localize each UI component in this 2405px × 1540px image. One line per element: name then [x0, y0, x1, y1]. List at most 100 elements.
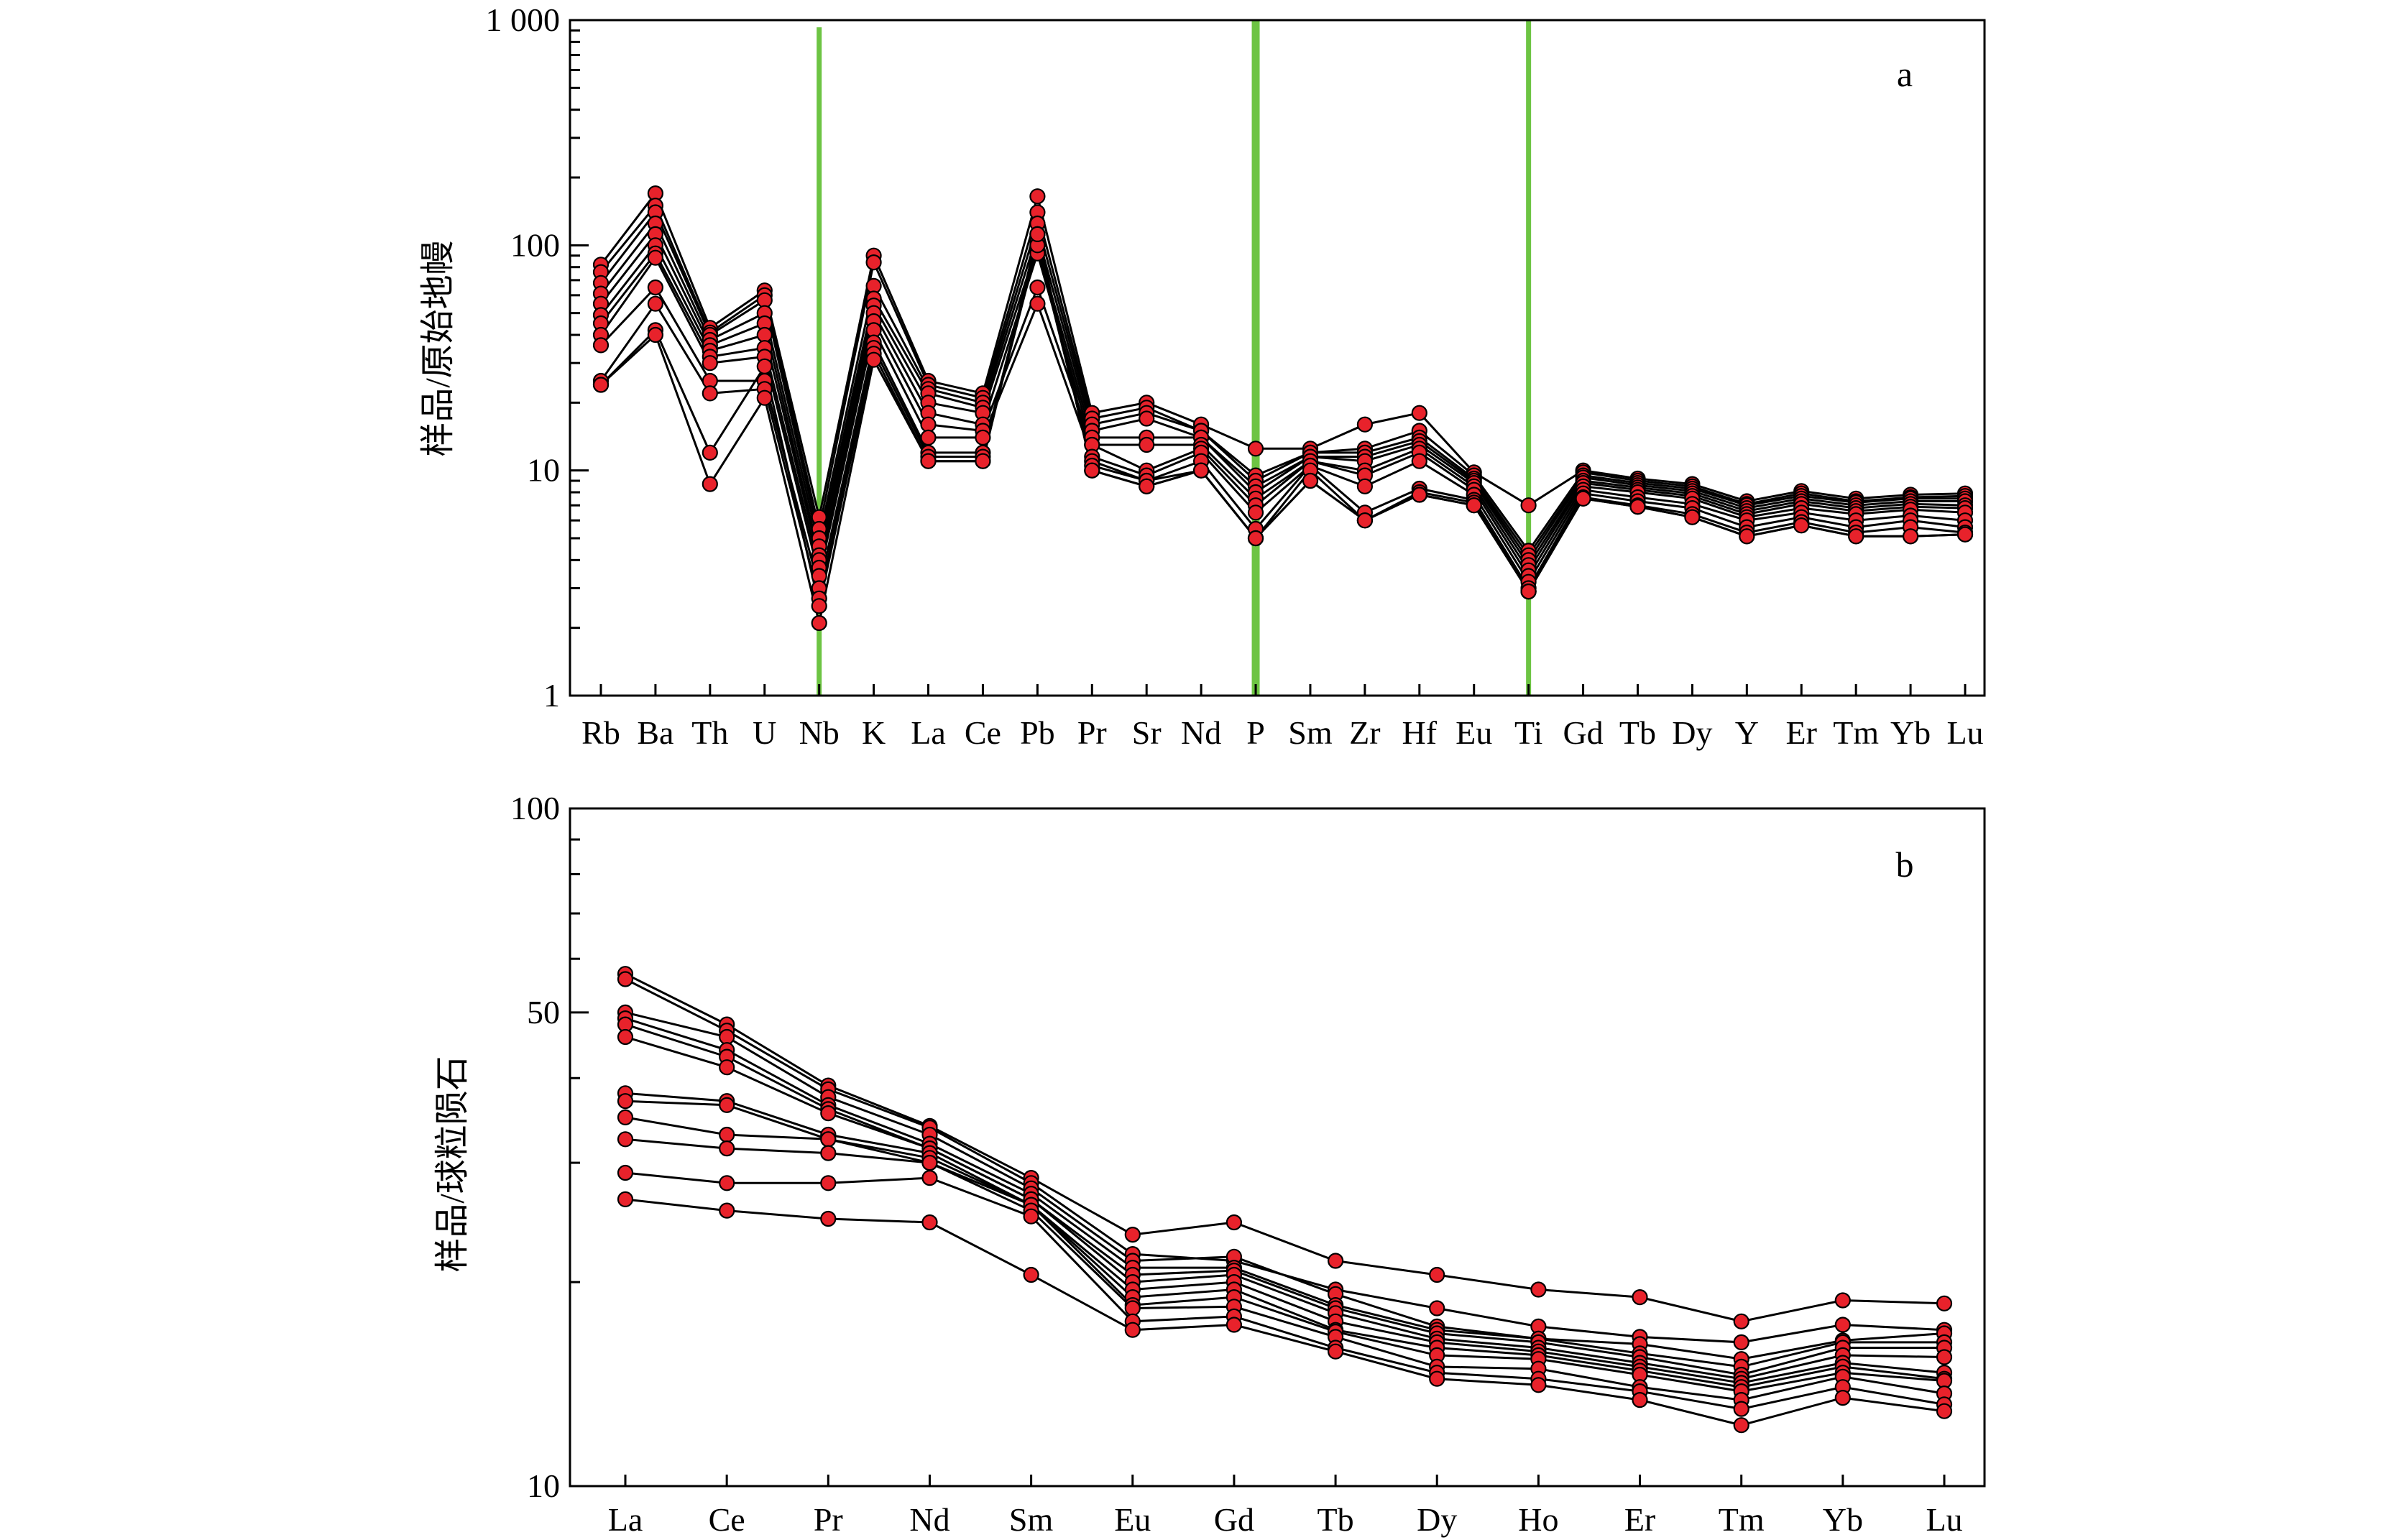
x-tick-label-tb: Tb — [1619, 714, 1656, 751]
data-point — [1834, 1317, 1851, 1333]
x-tick-label-ce: Ce — [709, 1501, 745, 1538]
data-point — [1029, 279, 1046, 296]
x-tick-label-ce: Ce — [965, 714, 1001, 751]
data-point — [647, 249, 664, 266]
data-point — [719, 1202, 735, 1219]
data-point — [1192, 462, 1210, 479]
data-point — [1356, 478, 1374, 494]
data-point — [1302, 472, 1319, 489]
series-line — [625, 1198, 1945, 1426]
x-tick-label-pr: Pr — [814, 1501, 843, 1538]
y-tick-label: 100 — [510, 790, 560, 826]
data-point — [1327, 1343, 1344, 1360]
data-point — [1247, 530, 1264, 547]
data-point — [1429, 1370, 1445, 1387]
series-line — [625, 1116, 1945, 1393]
x-tick-label-gd: Gd — [1563, 714, 1603, 751]
data-point — [921, 1214, 938, 1231]
data-point — [1029, 295, 1046, 312]
data-point — [756, 389, 773, 406]
data-point — [702, 355, 718, 372]
panel-b-x-axis: La Ce Pr Nd Sm Eu Gd Tb Dy Ho Er Tm Yb Lu — [608, 1475, 1963, 1538]
series-line — [599, 232, 1966, 568]
data-point — [1903, 528, 1919, 545]
panel-b-series — [617, 966, 1953, 1434]
data-point — [1632, 1391, 1648, 1408]
x-tick-label-p: P — [1246, 714, 1265, 751]
x-tick-label-gd: Gd — [1214, 1501, 1254, 1538]
series-line — [599, 203, 1966, 553]
data-point — [647, 326, 664, 343]
x-tick-label-ba: Ba — [637, 714, 673, 751]
series-line — [599, 210, 1965, 558]
y-tick-label: 10 — [527, 452, 560, 489]
data-point — [975, 429, 991, 446]
x-tick-label-k: K — [862, 714, 886, 751]
panel-a-highlight-lines — [817, 20, 1532, 696]
data-point — [1327, 1253, 1344, 1269]
data-point — [1023, 1266, 1039, 1283]
panel-a-y-axis: 1 10 100 1 000 — [486, 1, 589, 714]
data-point — [811, 614, 827, 632]
x-tick-label-sm: Sm — [1288, 714, 1333, 751]
data-point — [1139, 478, 1155, 494]
x-tick-label-th: Th — [691, 714, 728, 751]
data-point — [820, 1131, 837, 1148]
data-point — [1936, 1295, 1953, 1311]
panel-a-plot-frame — [569, 19, 1986, 697]
x-tick-label-eu: Eu — [1456, 714, 1492, 751]
x-tick-label-lu: Lu — [1946, 714, 1983, 751]
data-point — [1733, 1401, 1749, 1417]
series-line — [599, 243, 1966, 573]
series-line — [599, 234, 1966, 607]
series-line — [625, 972, 1945, 1323]
series-line — [599, 251, 1966, 578]
data-point — [920, 453, 937, 469]
data-point — [1733, 1417, 1749, 1434]
series-line — [599, 191, 1966, 518]
data-point — [1466, 497, 1482, 514]
x-tick-label-rb: Rb — [581, 714, 620, 751]
data-point — [719, 1028, 735, 1046]
y-tick-label: 50 — [527, 994, 560, 1030]
y-tick-label: 1 — [543, 677, 560, 714]
series-line — [625, 1017, 1944, 1368]
data-point — [865, 254, 882, 271]
data-point — [1029, 226, 1046, 242]
data-point — [921, 1154, 938, 1171]
x-tick-label-u: U — [753, 714, 776, 751]
series-line — [625, 1036, 1945, 1380]
x-tick-label-sm: Sm — [1009, 1501, 1054, 1538]
x-tick-label-pb: Pb — [1020, 714, 1055, 751]
x-tick-label-ti: Ti — [1514, 714, 1542, 751]
x-tick-label-nd: Nd — [1181, 714, 1221, 751]
data-point — [1356, 512, 1374, 529]
data-point — [1684, 509, 1701, 525]
panel-a-letter: a — [1897, 54, 1913, 94]
data-point — [1530, 1281, 1547, 1298]
x-tick-label-tb: Tb — [1318, 1501, 1354, 1538]
data-point — [1247, 504, 1264, 521]
data-point — [1429, 1266, 1445, 1283]
data-point — [975, 453, 991, 469]
data-point — [617, 1109, 634, 1126]
data-point — [920, 429, 937, 446]
panel-b: 样品/球粒陨石 b 10 50 100 La Ce Pr Nd Sm Eu Gd Tb Dy Ho Er… — [433, 790, 1986, 1538]
x-tick-label-ho: Ho — [1518, 1501, 1558, 1538]
x-tick-label-nd: Nd — [909, 1501, 949, 1538]
data-point — [1520, 497, 1537, 514]
data-point — [1124, 1300, 1141, 1317]
series-line — [625, 1138, 1945, 1401]
data-point — [719, 1059, 735, 1076]
y-tick-label: 100 — [510, 226, 560, 263]
data-point — [1629, 499, 1646, 515]
x-tick-label-eu: Eu — [1114, 1501, 1151, 1538]
data-point — [1247, 441, 1264, 457]
data-point — [1530, 1377, 1547, 1393]
data-point — [1520, 583, 1537, 600]
data-point — [1733, 1313, 1749, 1329]
data-point — [1411, 453, 1427, 469]
x-tick-label-dy: Dy — [1672, 714, 1712, 751]
data-point — [702, 476, 718, 492]
